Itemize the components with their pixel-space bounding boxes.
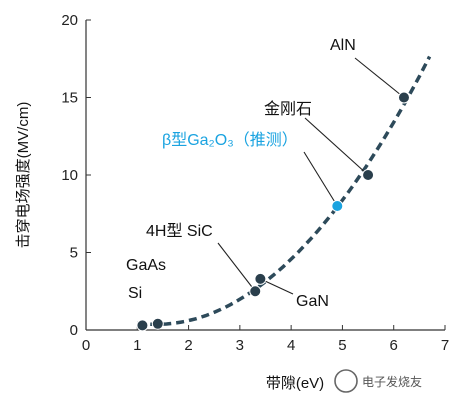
point-label: 金刚石: [264, 100, 312, 118]
watermark: 电子发烧友: [334, 369, 422, 393]
data-point: [254, 272, 267, 285]
data-point: [362, 169, 375, 181]
leader-lines: [217, 57, 405, 295]
x-tick-label: 1: [133, 337, 141, 354]
y-tick-label: 10: [61, 167, 78, 184]
leader-line: [217, 242, 256, 292]
x-tick-label: 2: [184, 337, 192, 354]
watermark-text: 电子发烧友: [362, 374, 422, 389]
x-tick-label: 3: [236, 337, 244, 354]
x-tick-label: 7: [441, 337, 449, 354]
trend-curve: [137, 55, 432, 327]
y-tick-label: 0: [70, 322, 78, 339]
data-markers: [136, 91, 410, 332]
y-tick-label: 20: [61, 12, 78, 29]
point-label: β型Ga₂O₃（推测）: [162, 131, 298, 149]
point-label: AlN: [330, 37, 356, 54]
point-label: GaN: [296, 293, 329, 310]
x-axis-ticks: 0 1 2 3 4 5 6 7: [82, 325, 449, 354]
data-point: [249, 285, 262, 298]
point-label: Si: [128, 285, 142, 302]
x-axis-title: 带隙(eV): [266, 375, 324, 392]
leader-line: [304, 117, 369, 176]
y-axis-title: 击穿电场强度(MV/cm): [15, 102, 32, 249]
point-label: GaAs: [126, 257, 166, 274]
x-tick-label: 4: [287, 337, 295, 354]
y-tick-label: 5: [70, 245, 78, 262]
y-tick-label: 15: [61, 90, 78, 107]
x-tick-label: 5: [338, 337, 346, 354]
point-label: 4H型 SiC: [146, 222, 213, 240]
leader-line: [303, 151, 338, 207]
data-point: [331, 200, 344, 212]
watermark-logo: [334, 369, 358, 393]
point-labels: Si GaAs 4H型 SiC GaN β型Ga₂O₃（推测） 金刚石 AlN: [126, 37, 356, 310]
data-point: [151, 317, 164, 330]
x-tick-label: 6: [390, 337, 398, 354]
y-axis-ticks: 0 5 10 15 20: [61, 12, 91, 339]
x-tick-label: 0: [82, 337, 90, 354]
data-point: [136, 319, 149, 332]
data-point: [397, 91, 410, 104]
leader-line: [354, 57, 405, 98]
